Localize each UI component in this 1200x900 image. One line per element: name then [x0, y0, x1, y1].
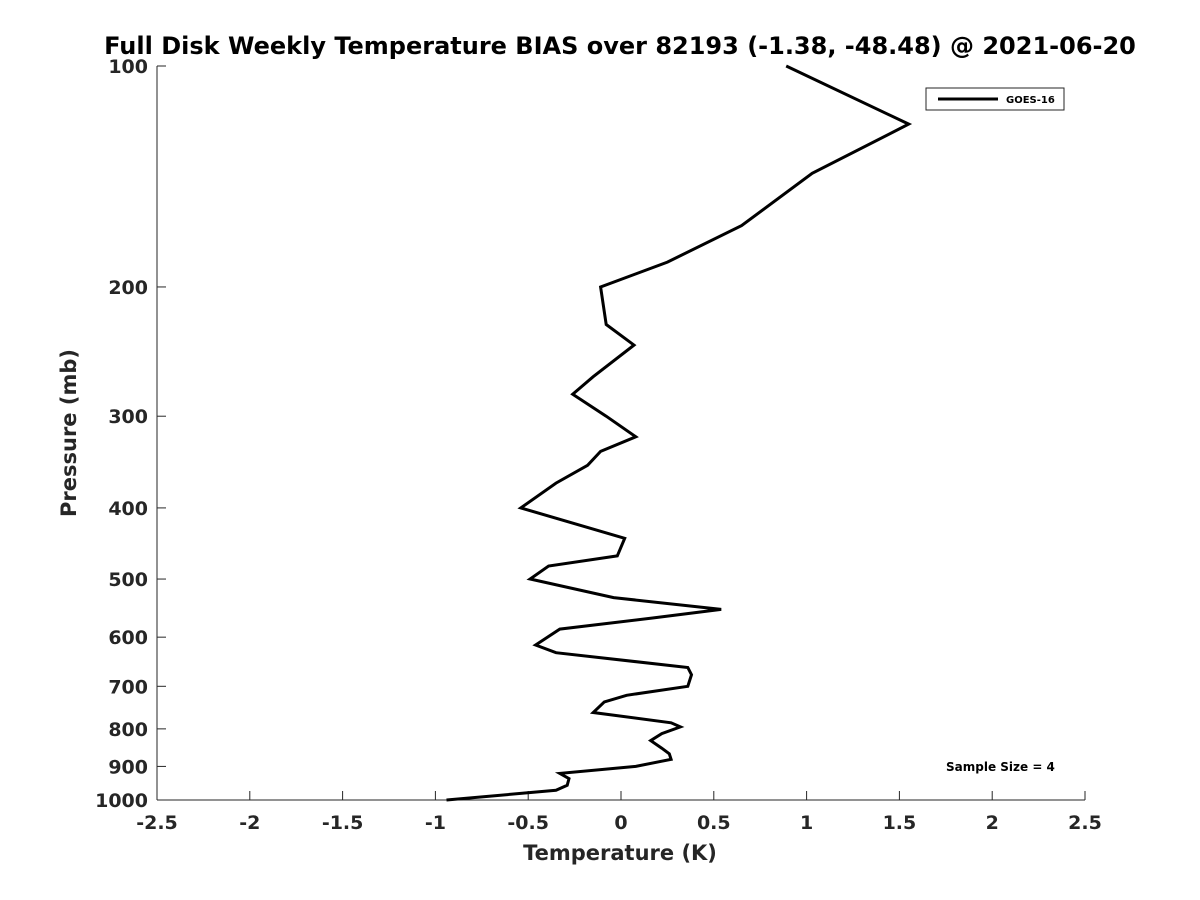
x-tick-label: 0	[614, 812, 627, 834]
x-tick-label: 2.5	[1068, 812, 1102, 834]
x-tick-label: -2	[239, 812, 260, 834]
x-tick-label: -1.5	[322, 812, 364, 834]
legend: GOES-16	[925, 87, 1065, 111]
sample-size-annotation: Sample Size = 4	[946, 760, 1055, 774]
y-tick-label: 100	[108, 56, 148, 78]
chart-title: Full Disk Weekly Temperature BIAS over 8…	[104, 32, 1136, 60]
x-tick-label: -0.5	[507, 812, 549, 834]
x-tick-label: -2.5	[136, 812, 178, 834]
x-tick-label: -1	[425, 812, 446, 834]
series-line-goes-16	[446, 64, 913, 802]
y-tick-label: 400	[108, 498, 148, 520]
x-tick-label: 1	[800, 812, 813, 834]
y-axis-label: Pressure (mb)	[57, 349, 81, 517]
x-axis-label: Temperature (K)	[523, 841, 717, 865]
y-tick-label: 700	[108, 676, 148, 698]
x-tick-label: 1.5	[883, 812, 917, 834]
x-axis-ticks: -2.5 -2 -1.5 -1 -0.5 0 0.5 1 1.5 2 2.5	[136, 791, 1102, 834]
series-layer	[446, 64, 913, 802]
legend-label-goes-16: GOES-16	[1006, 95, 1055, 106]
y-tick-label: 200	[108, 277, 148, 299]
y-tick-label: 1000	[95, 790, 148, 812]
x-tick-label: 2	[986, 812, 999, 834]
plot-area	[156, 66, 1085, 801]
y-axis-ticks: 100 200 300 400 500 600 700 800 900 1000	[95, 56, 166, 812]
y-tick-label: 900	[108, 756, 148, 778]
y-tick-label: 800	[108, 719, 148, 741]
x-tick-label: 0.5	[697, 812, 731, 834]
y-tick-label: 300	[108, 406, 148, 428]
y-tick-label: 600	[108, 627, 148, 649]
y-tick-label: 500	[108, 569, 148, 591]
